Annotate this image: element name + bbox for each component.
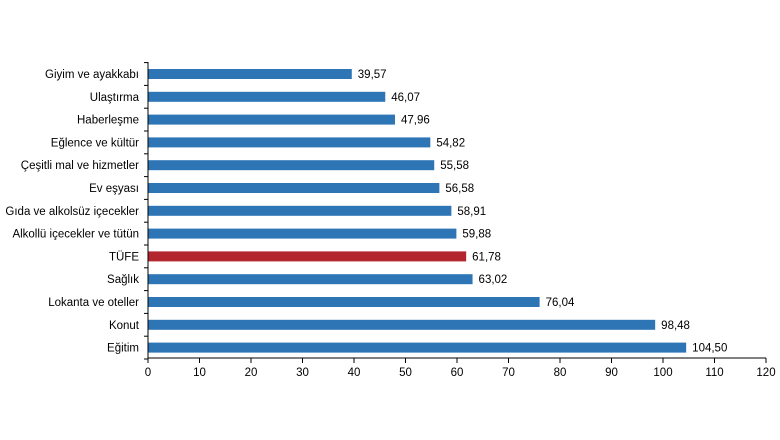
bar-haberlesme <box>148 114 395 125</box>
bar-alkollu-icecekler-ve-tutun <box>148 228 457 239</box>
x-tick-label: 110 <box>705 367 723 379</box>
value-label: 58,91 <box>457 206 486 218</box>
value-label: 98,48 <box>661 320 690 332</box>
value-label: 47,96 <box>401 115 430 127</box>
bar-eglence-ve-kultur <box>148 137 431 148</box>
x-axis: 0 10 20 30 40 50 60 70 80 90 100 110 120 <box>144 62 776 379</box>
bar-gida-ve-alkolsuz-icecekler <box>148 205 452 216</box>
x-tick-label: 100 <box>653 367 672 379</box>
bars-group <box>148 69 687 353</box>
category-labels: Giyim ve ayakkabı Ulaştırma Haberleşme Eğle… <box>5 69 139 355</box>
x-tick-label: 80 <box>554 367 567 379</box>
category-label: Gıda ve alkolsüz içecekler <box>5 206 139 218</box>
bar-konut <box>148 319 656 330</box>
value-label: 63,02 <box>479 274 508 286</box>
category-label: Eğlence ve kültür <box>51 137 139 149</box>
x-tick-label: 30 <box>296 367 309 379</box>
value-label: 46,07 <box>391 92 420 104</box>
category-label: Lokanta ve oteller <box>48 297 139 309</box>
bar-lokanta-ve-oteller <box>148 297 540 307</box>
bar-saglik <box>148 274 473 285</box>
category-label: Sağlık <box>107 274 139 286</box>
value-label: 104,50 <box>692 343 727 355</box>
value-label: 39,57 <box>358 69 387 81</box>
category-label: TÜFE <box>109 251 139 263</box>
value-label: 56,58 <box>445 183 474 195</box>
category-label: Giyim ve ayakkabı <box>45 69 139 81</box>
value-label: 76,04 <box>546 297 575 309</box>
value-label: 59,88 <box>462 229 491 241</box>
value-label: 61,78 <box>472 251 501 263</box>
category-label: Ulaştırma <box>90 92 140 104</box>
x-tick-label: 0 <box>145 367 151 379</box>
category-label: Çeşitli mal ve hizmetler <box>21 160 139 172</box>
category-label: Ev eşyası <box>89 183 139 195</box>
bar-cesitli-mal-ve-hizmetler <box>148 160 435 171</box>
x-tick-label: 20 <box>245 367 258 379</box>
bar-tufe <box>148 251 467 262</box>
x-tick-label: 50 <box>399 367 412 379</box>
x-tick-label: 120 <box>756 367 775 379</box>
bar-ulastirma <box>148 91 386 102</box>
value-labels: 39,57 46,07 47,96 54,82 55,58 56,58 58,91 59,88… <box>358 69 728 355</box>
x-tick-label: 70 <box>502 367 515 379</box>
x-tick-label: 40 <box>348 367 361 379</box>
bar-giyim-ve-ayakkabi <box>148 69 352 79</box>
x-tick-label: 60 <box>451 367 464 379</box>
category-label: Konut <box>109 320 140 332</box>
bar-egitim <box>148 342 687 353</box>
category-label: Eğitim <box>107 343 139 355</box>
value-label: 55,58 <box>440 160 469 172</box>
category-label: Alkollü içecekler ve tütün <box>12 229 139 241</box>
value-label: 54,82 <box>436 137 465 149</box>
x-tick-label: 10 <box>193 367 206 379</box>
bar-ev-esyasi <box>148 183 440 193</box>
x-tick-label: 90 <box>605 367 618 379</box>
category-label: Haberleşme <box>77 115 139 127</box>
